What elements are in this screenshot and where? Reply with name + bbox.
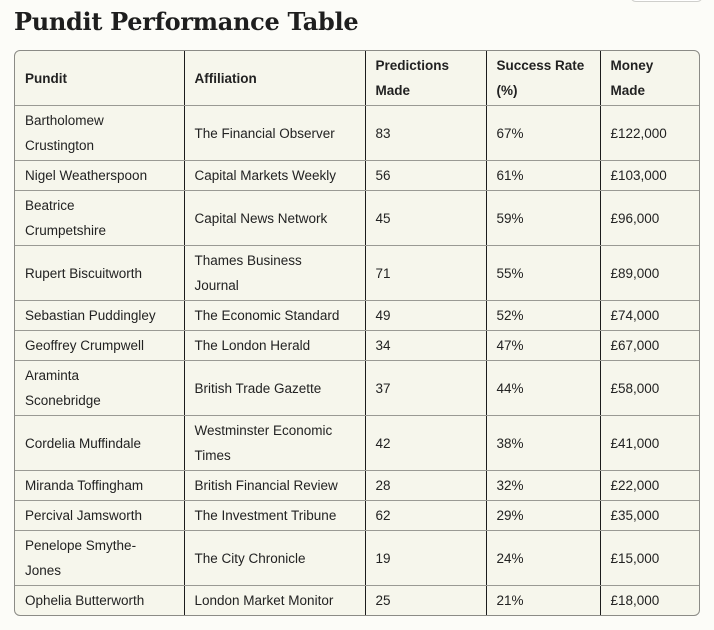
- money-cell: £41,000: [600, 415, 699, 471]
- success-rate-cell: 29%: [486, 500, 601, 531]
- cutoff-button-edge: [630, 0, 703, 2]
- success-rate-cell: 47%: [486, 330, 601, 361]
- pundit-cell: Geoffrey Crumpwell: [15, 330, 185, 361]
- data-table: Pundit Affiliation Predictions Made Success…: [15, 51, 699, 615]
- table-row: Nigel Weatherspoon Capital Markets Weekly…: [15, 160, 699, 191]
- affiliation-cell: Capital News Network: [184, 190, 366, 246]
- table-row: Rupert Biscuitworth Thames Business Journ…: [15, 245, 699, 301]
- pundit-cell: Penelope Smythe- Jones: [15, 530, 185, 586]
- column-header: Affiliation: [184, 51, 366, 106]
- affiliation-cell: The Financial Observer: [184, 105, 366, 161]
- affiliation-cell: The London Herald: [184, 330, 366, 361]
- money-cell: £103,000: [600, 160, 699, 191]
- predictions-cell: 71: [365, 245, 487, 301]
- pundit-cell: Beatrice Crumpetshire: [15, 190, 185, 246]
- money-cell: £89,000: [600, 245, 699, 301]
- success-rate-cell: 44%: [486, 360, 601, 416]
- table-row: Percival Jamsworth The Investment Tribune…: [15, 500, 699, 531]
- pundit-cell: Bartholomew Crustington: [15, 105, 185, 161]
- predictions-cell: 42: [365, 415, 487, 471]
- affiliation-cell: British Financial Review: [184, 470, 366, 501]
- predictions-cell: 62: [365, 500, 487, 531]
- success-rate-cell: 52%: [486, 300, 601, 331]
- column-header: Pundit: [15, 51, 185, 106]
- money-cell: £96,000: [600, 190, 699, 246]
- predictions-cell: 49: [365, 300, 487, 331]
- predictions-cell: 83: [365, 105, 487, 161]
- predictions-cell: 37: [365, 360, 487, 416]
- affiliation-cell: Westminster Economic Times: [184, 415, 366, 471]
- table-row: Penelope Smythe- Jones The City Chronicle…: [15, 530, 699, 586]
- success-rate-cell: 24%: [486, 530, 601, 586]
- pundit-cell: Cordelia Muffindale: [15, 415, 185, 471]
- predictions-cell: 25: [365, 585, 487, 615]
- money-cell: £18,000: [610, 593, 660, 608]
- pundit-cell: Ophelia Butterworth: [15, 585, 185, 615]
- affiliation-cell: The Economic Standard: [184, 300, 366, 331]
- money-cell: £122,000: [600, 105, 699, 161]
- pundit-cell: Nigel Weatherspoon: [15, 160, 185, 191]
- pundit-cell: Percival Jamsworth: [15, 500, 185, 531]
- table-row: Ophelia Butterworth London Market Monitor…: [15, 585, 699, 615]
- money-cell: £15,000: [600, 530, 699, 586]
- success-rate-cell: 59%: [486, 190, 601, 246]
- pundit-cell: Rupert Biscuitworth: [15, 245, 185, 301]
- table-row: Miranda Toffingham British Financial Revi…: [15, 470, 699, 501]
- column-header: Money Made: [600, 51, 699, 106]
- success-rate-cell: 61%: [486, 160, 601, 191]
- predictions-cell: 28: [365, 470, 487, 501]
- affiliation-cell: The Investment Tribune: [184, 500, 366, 531]
- money-cell: £67,000: [600, 330, 699, 361]
- money-cell: £22,000: [600, 470, 699, 501]
- table-row: Geoffrey Crumpwell The London Herald 34 47%…: [15, 330, 699, 361]
- column-header: Predictions Made: [365, 51, 487, 106]
- success-rate-cell: 55%: [486, 245, 601, 301]
- affiliation-cell: British Trade Gazette: [184, 360, 366, 416]
- table-row: Bartholomew Crustington The Financial Obs…: [15, 105, 699, 161]
- pundit-cell: Araminta Sconebridge: [15, 360, 185, 416]
- page-title: Pundit Performance Table: [14, 7, 359, 36]
- success-rate-cell: 67%: [486, 105, 601, 161]
- table-body: Bartholomew Crustington The Financial Obs…: [15, 105, 699, 615]
- table-row: Araminta Sconebridge British Trade Gazett…: [15, 360, 699, 416]
- money-cell: £35,000: [600, 500, 699, 531]
- money-cell: £74,000: [600, 300, 699, 331]
- success-rate-cell: 21%: [486, 585, 601, 615]
- affiliation-cell: Capital Markets Weekly: [184, 160, 366, 191]
- predictions-cell: 34: [365, 330, 487, 361]
- table-row: Sebastian Puddingley The Economic Standar…: [15, 300, 699, 331]
- table-row: Cordelia Muffindale Westminster Economic …: [15, 415, 699, 471]
- success-rate-cell: 38%: [486, 415, 601, 471]
- predictions-cell: 56: [365, 160, 487, 191]
- affiliation-cell: The City Chronicle: [184, 530, 366, 586]
- column-header: Success Rate (%): [486, 51, 601, 106]
- pundit-performance-table: Pundit Affiliation Predictions Made Success…: [14, 50, 700, 616]
- success-rate-cell: 32%: [486, 470, 601, 501]
- predictions-cell: 45: [365, 190, 487, 246]
- header-row: Pundit Affiliation Predictions Made Success…: [15, 51, 699, 106]
- pundit-cell: Sebastian Puddingley: [15, 300, 185, 331]
- affiliation-cell: London Market Monitor: [184, 585, 366, 615]
- predictions-cell: 19: [365, 530, 487, 586]
- pundit-cell: Miranda Toffingham: [15, 470, 185, 501]
- affiliation-cell: Thames Business Journal: [184, 245, 366, 301]
- money-cell: £58,000: [600, 360, 699, 416]
- table-row: Beatrice Crumpetshire Capital News Networ…: [15, 190, 699, 246]
